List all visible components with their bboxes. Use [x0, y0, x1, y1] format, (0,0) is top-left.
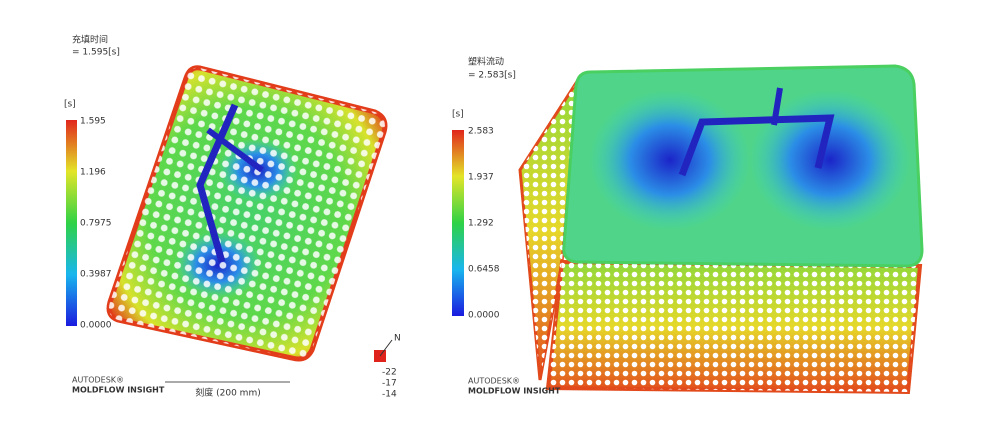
scale-label: 刻度 (200 mm) [195, 387, 260, 399]
right-product: MOLDFLOW INSIGHT [468, 387, 561, 396]
legend-label: 1.292 [468, 219, 494, 229]
angle: -14 [382, 390, 397, 400]
right-colorbar [452, 130, 464, 316]
legend-label: 0.7975 [80, 219, 112, 229]
legend-label: 1.595 [80, 117, 106, 127]
left-part [106, 65, 388, 362]
legend-label: 1.196 [80, 168, 106, 178]
right-title: 塑料流动 [468, 56, 504, 68]
left-value: = 1.595[s] [72, 48, 120, 58]
left-brand: AUTODESK® [72, 376, 124, 385]
right-unit: [s] [452, 110, 464, 120]
legend-label: 0.0000 [468, 311, 500, 321]
axis-label: N [394, 334, 401, 344]
right-value: = 2.583[s] [468, 71, 516, 81]
legend-label: 0.6458 [468, 265, 500, 275]
angle: -17 [382, 379, 397, 389]
legend-label: 2.583 [468, 127, 494, 137]
left-title: 充填时间 [72, 34, 108, 46]
angle: -22 [382, 368, 397, 378]
legend-label: 1.937 [468, 173, 494, 183]
legend-label: 0.3987 [80, 270, 112, 280]
left-product: MOLDFLOW INSIGHT [72, 386, 165, 395]
left-colorbar [66, 120, 77, 326]
left-unit: [s] [64, 100, 76, 110]
right-part [518, 64, 924, 395]
legend-label: 0.0000 [80, 321, 112, 331]
axis-line [379, 339, 393, 357]
right-brand: AUTODESK® [468, 377, 520, 386]
